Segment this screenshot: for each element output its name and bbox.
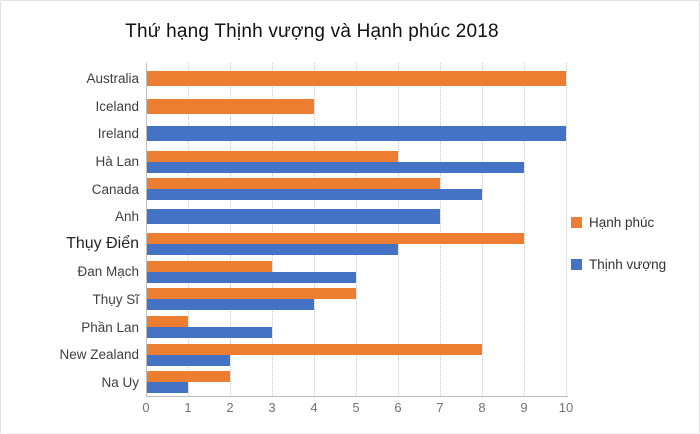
bar-thinh-vuong — [147, 189, 482, 201]
bar-hanh-phuc — [147, 371, 230, 383]
gridline — [356, 63, 357, 396]
legend-swatch-icon — [571, 217, 582, 228]
bar-thinh-vuong — [147, 271, 356, 283]
x-axis-tick-label: 1 — [184, 399, 192, 415]
bar-hanh-phuc — [147, 233, 524, 245]
bar-hanh-phuc — [147, 98, 314, 114]
gridline — [398, 63, 399, 396]
y-axis-label: Canada — [91, 181, 139, 197]
y-axis-label: Hà Lan — [95, 154, 139, 170]
x-axis-tick-label: 6 — [394, 399, 402, 415]
bar-hanh-phuc — [147, 343, 482, 355]
bar-thinh-vuong — [147, 299, 314, 311]
y-axis-label: Na Uy — [101, 374, 139, 390]
bar-hanh-phuc — [147, 288, 356, 300]
gridline — [566, 63, 567, 396]
gridline — [524, 63, 525, 396]
x-axis-line — [146, 395, 568, 397]
y-axis-label: Phần Lan — [81, 319, 139, 335]
bar-thinh-vuong — [147, 327, 272, 339]
gridline — [482, 63, 483, 396]
x-axis-tick-label: 4 — [310, 399, 318, 415]
x-axis-tick-label: 3 — [268, 399, 276, 415]
gridline — [188, 63, 189, 396]
legend-label: Hạnh phúc — [589, 215, 655, 230]
y-axis-label: Thụy Sĩ — [92, 291, 139, 307]
bar-hanh-phuc — [147, 150, 398, 162]
bar-thinh-vuong — [147, 126, 566, 142]
legend-swatch-icon — [571, 259, 582, 270]
gridline — [230, 63, 231, 396]
bar-hanh-phuc — [147, 178, 440, 190]
x-axis-tick-label: 8 — [478, 399, 486, 415]
bar-thinh-vuong — [147, 244, 398, 256]
y-axis-label: Ireland — [97, 126, 139, 142]
bar-thinh-vuong — [147, 382, 188, 394]
gridline — [440, 63, 441, 396]
gridline — [314, 63, 315, 396]
bar-thinh-vuong — [147, 161, 524, 173]
y-axis-label: Đan Mạch — [77, 264, 139, 280]
x-axis-tick-label: 9 — [520, 399, 528, 415]
y-axis-label: Anh — [114, 209, 139, 225]
x-axis-tick-label: 2 — [226, 399, 234, 415]
x-axis-tick-label: 10 — [558, 399, 574, 415]
x-axis-tick-label: 7 — [436, 399, 444, 415]
x-axis-tick-label: 0 — [142, 399, 150, 415]
legend-item: Hạnh phúc — [571, 215, 654, 230]
y-axis-label: Thụy Điển — [66, 235, 139, 253]
legend-item: Thịnh vượng — [571, 257, 666, 272]
y-axis-label: New Zealand — [59, 347, 139, 363]
bar-hanh-phuc — [147, 71, 566, 87]
y-axis-line — [146, 63, 147, 396]
bar-hanh-phuc — [147, 260, 272, 272]
bar-thinh-vuong — [147, 354, 230, 366]
bar-hanh-phuc — [147, 316, 188, 328]
y-axis-label: Iceland — [95, 98, 139, 114]
y-axis-label: Australia — [86, 71, 139, 87]
gridline — [272, 63, 273, 396]
legend-label: Thịnh vượng — [589, 257, 667, 272]
x-axis-tick-label: 5 — [352, 399, 360, 415]
bar-thinh-vuong — [147, 209, 440, 225]
chart-title: Thứ hạng Thịnh vượng và Hạnh phúc 2018 — [125, 21, 499, 42]
